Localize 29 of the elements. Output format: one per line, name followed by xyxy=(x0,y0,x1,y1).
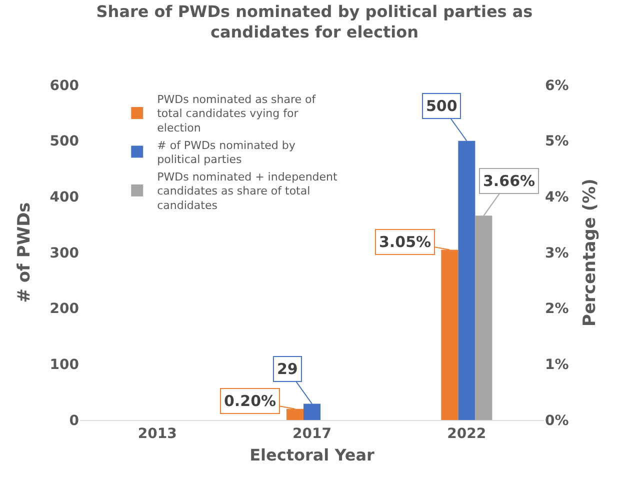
x-tick-label: 2017 xyxy=(292,426,332,442)
y-tick-label: 0 xyxy=(69,412,80,429)
y-tick-label: 600 xyxy=(50,78,80,94)
y2-axis-title: Percentage (%) xyxy=(580,178,600,326)
y2-tick-label: 2% xyxy=(545,301,569,318)
y-tick-label: 500 xyxy=(50,134,80,150)
y2-tick-label: 6% xyxy=(545,78,569,94)
y-tick-label: 300 xyxy=(50,245,80,262)
x-axis-title: Electoral Year xyxy=(250,446,374,464)
y-axis-title: # of PWDs xyxy=(14,202,34,303)
y-tick-label: 200 xyxy=(50,301,80,318)
data-label: 500 xyxy=(426,97,458,115)
y2-tick-label: 5% xyxy=(545,134,569,150)
data-label: 29 xyxy=(277,360,298,378)
data-label: 3.05% xyxy=(379,233,432,251)
data-label: 3.66% xyxy=(483,172,536,190)
chart-title: Share of PWDs nominated by political parties as candidates for election xyxy=(96,2,533,42)
legend-label: # of PWDs nominated by political parties xyxy=(157,138,296,166)
y2-tick-label: 0% xyxy=(545,412,569,429)
y-tick-label: 400 xyxy=(50,190,80,206)
legend-label: PWDs nominated as share of total candidates vying for election xyxy=(157,92,317,135)
x-tick-label: 2022 xyxy=(447,426,486,442)
x-tick-label: 2013 xyxy=(138,426,177,442)
y2-tick-label: 4% xyxy=(545,190,569,206)
y2-tick-label: 3% xyxy=(545,245,569,262)
legend-label: PWDs nominated + independent candidates as share of total candidates xyxy=(157,170,338,212)
y2-tick-label: 1% xyxy=(545,357,569,374)
data-label: 0.20% xyxy=(224,392,276,410)
y-tick-label: 100 xyxy=(50,357,80,374)
